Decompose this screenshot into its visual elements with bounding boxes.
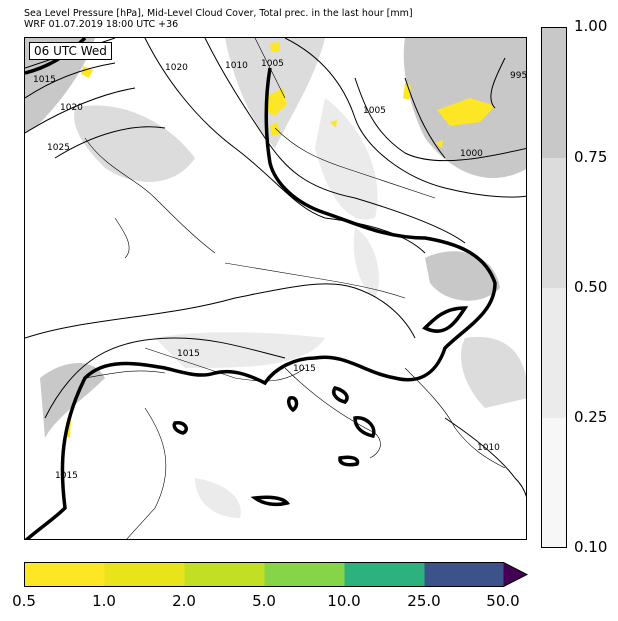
- precip-segment: [264, 562, 345, 587]
- isobar-labels: 1015 1020 1025 1020 1010 1005 1005 995 1…: [33, 59, 527, 481]
- coastline-layer: [84, 38, 506, 539]
- precip-tick-label: 5.0: [252, 592, 276, 610]
- precip-tick-label: 10.0: [327, 592, 361, 610]
- isobar-label: 1015: [293, 364, 316, 374]
- isobars-thin: [25, 38, 526, 497]
- isobar-label: 1010: [477, 443, 500, 453]
- isobar-label: 1020: [165, 63, 188, 73]
- precip-segment: [424, 562, 504, 587]
- cloud-segment: [542, 158, 566, 288]
- isobar-label: 995: [510, 71, 527, 81]
- cloud-tick-label: 0.50: [574, 278, 608, 296]
- weather-map: 1015 1020 1025 1020 1010 1005 1005 995 1…: [24, 37, 527, 540]
- cloud-tick-label: 1.00: [574, 17, 608, 35]
- map-canvas: 1015 1020 1025 1020 1010 1005 1005 995 1…: [25, 38, 527, 539]
- precip-tick-label: 0.5: [12, 592, 36, 610]
- precip-segment: [104, 562, 185, 587]
- cloud-segment: [542, 28, 566, 158]
- isobar-label: 1015: [177, 349, 200, 359]
- chart-title: Sea Level Pressure [hPa], Mid-Level Clou…: [24, 8, 413, 19]
- cloud-cover-colorbar: [541, 27, 567, 548]
- isobar-label: 1015: [55, 471, 78, 481]
- precip-segment: [344, 562, 425, 587]
- precip-segment: [24, 562, 105, 587]
- isobar-label: 1005: [363, 106, 386, 116]
- isobars-bold: [25, 38, 497, 539]
- precip-extend-arrow: [503, 562, 527, 587]
- precip-tick-label: 25.0: [407, 592, 441, 610]
- isobar-label: 1015: [33, 75, 56, 85]
- isobar-label: 1025: [47, 143, 70, 153]
- precip-colorbar-outline: [24, 562, 529, 587]
- cloud-segment: [542, 288, 566, 418]
- isobar-label: 1020: [60, 103, 83, 113]
- precip-tick-label: 1.0: [92, 592, 116, 610]
- chart-subtitle: WRF 01.07.2019 18:00 UTC +36: [24, 19, 179, 30]
- precip-tick-label: 50.0: [486, 592, 520, 610]
- cloud-tick-label: 0.10: [574, 538, 608, 556]
- cloud-segment: [542, 418, 566, 547]
- isobar-label: 1000: [460, 149, 483, 159]
- precip-segment: [184, 562, 265, 587]
- isobar-label: 1005: [261, 59, 284, 69]
- cloud-tick-label: 0.75: [574, 148, 608, 166]
- precip-colorbar-svg: [24, 562, 529, 587]
- isobar-label: 1010: [225, 61, 248, 71]
- precip-tick-label: 2.0: [172, 592, 196, 610]
- valid-time-badge: 06 UTC Wed: [29, 42, 112, 60]
- cloud-tick-label: 0.25: [574, 408, 608, 426]
